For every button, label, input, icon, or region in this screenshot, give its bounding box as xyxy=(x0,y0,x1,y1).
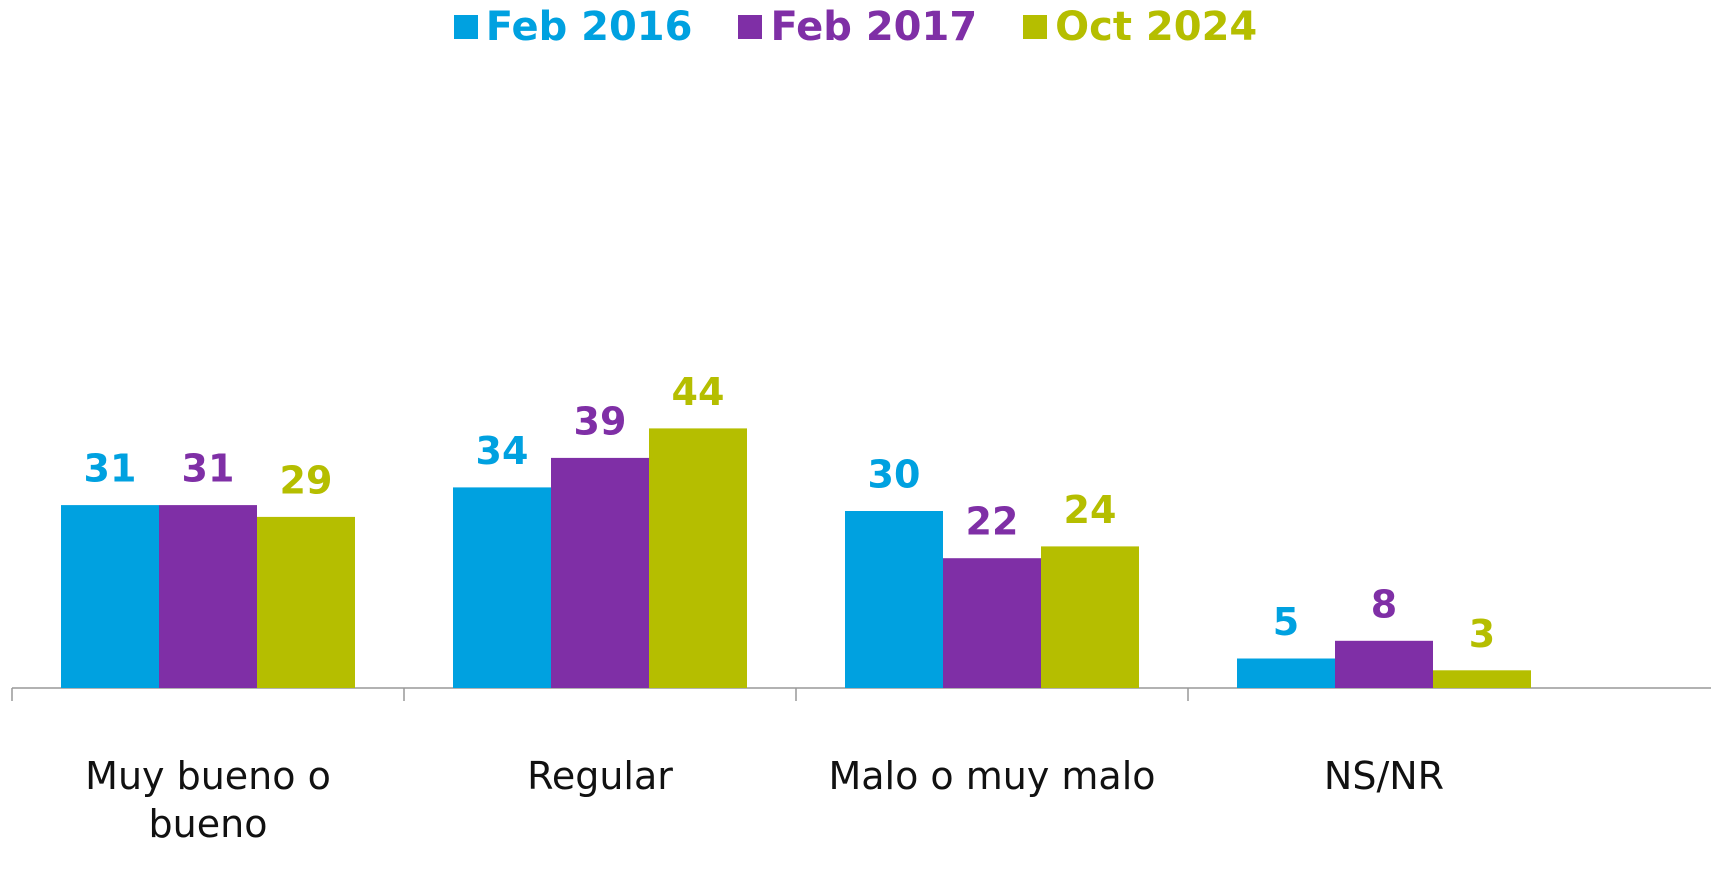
bar xyxy=(1237,658,1335,688)
bar xyxy=(159,505,257,688)
data-label: 8 xyxy=(1371,582,1397,626)
bar xyxy=(649,428,747,688)
bar xyxy=(1433,670,1531,688)
data-label: 3 xyxy=(1469,612,1495,656)
data-label: 24 xyxy=(1064,488,1117,532)
x-tick-label: Malo o muy malo xyxy=(828,754,1156,798)
bar xyxy=(1041,546,1139,688)
bar xyxy=(257,516,355,688)
data-label: 29 xyxy=(280,458,333,502)
x-tick-label: Regular xyxy=(527,754,673,798)
legend-item: Feb 2017 xyxy=(738,4,977,50)
bar xyxy=(845,511,943,688)
legend: Feb 2016 Feb 2017 Oct 2024 xyxy=(0,4,1711,50)
data-label: 22 xyxy=(966,500,1019,544)
data-label: 44 xyxy=(672,370,725,414)
legend-item: Feb 2016 xyxy=(453,4,693,50)
legend-item: Oct 2024 xyxy=(1023,4,1257,50)
legend-swatch xyxy=(453,15,478,39)
data-label: 39 xyxy=(574,399,627,443)
data-label: 31 xyxy=(84,447,137,491)
data-label: 31 xyxy=(182,447,235,491)
bar xyxy=(61,505,159,688)
bar xyxy=(943,558,1041,688)
data-label: 30 xyxy=(868,453,921,497)
legend-swatch xyxy=(1023,15,1048,39)
x-tick-label: NS/NR xyxy=(1323,754,1445,798)
bar xyxy=(453,487,551,688)
legend-swatch xyxy=(738,15,763,39)
x-tick-label: Muy bueno o bueno xyxy=(85,754,331,846)
bar xyxy=(1335,640,1433,688)
legend-label: Feb 2017 xyxy=(770,4,978,50)
data-label: 34 xyxy=(476,429,529,473)
legend-label: Oct 2024 xyxy=(1055,4,1258,50)
legend-label: Feb 2016 xyxy=(485,4,693,50)
data-label: 5 xyxy=(1273,600,1299,644)
bar xyxy=(551,457,649,688)
